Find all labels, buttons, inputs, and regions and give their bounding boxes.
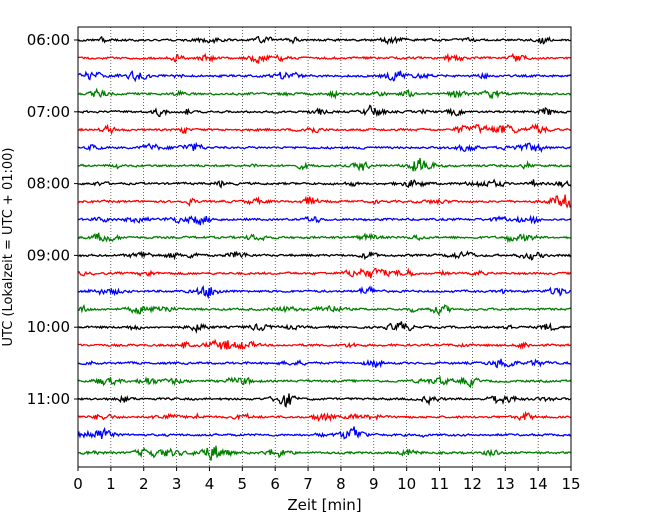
trace-0900 [78, 250, 572, 261]
trace-0915 [77, 267, 572, 279]
y-tick-label: 11:00 [27, 390, 70, 408]
x-tick-label: 13 [496, 475, 515, 493]
y-tick-label: 06:00 [27, 31, 70, 49]
trace-0930 [77, 285, 571, 300]
trace-1015 [77, 338, 572, 350]
trace-0630 [77, 70, 572, 83]
x-tick-label: 7 [303, 475, 313, 493]
trace-1145 [77, 445, 572, 461]
y-axis-ticks: 06:00 07:00 08:00 09:00 10:00 11:00 [27, 31, 78, 408]
trace-0800 [77, 178, 572, 189]
plot-frame [77, 26, 572, 468]
x-tick-label: 15 [561, 475, 580, 493]
trace-1100 [77, 393, 572, 408]
x-tick-label: 8 [336, 475, 346, 493]
y-tick-label: 08:00 [27, 175, 70, 193]
x-tick-label: 10 [397, 475, 416, 493]
trace-1045 [77, 375, 572, 389]
x-tick-label: 12 [463, 475, 482, 493]
plot-area [78, 27, 571, 467]
y-tick-label: 10:00 [27, 318, 70, 336]
x-tick-label: 0 [73, 475, 83, 493]
x-tick-label: 5 [238, 475, 248, 493]
trace-0645 [77, 87, 572, 100]
x-tick-label: 1 [106, 475, 116, 493]
x-axis-ticks: 0 1 2 3 4 5 6 7 8 9 10 11 12 13 14 15 [73, 467, 581, 493]
x-tick-label: 11 [430, 475, 449, 493]
trace-1030 [77, 358, 572, 369]
trace-1115 [77, 410, 572, 423]
trace-0600 [77, 35, 572, 46]
x-tick-label: 6 [270, 475, 280, 493]
x-axis-label: Zeit [min] [287, 496, 361, 514]
x-gridlines [110, 27, 539, 467]
x-tick-label: 3 [172, 475, 182, 493]
x-tick-label: 4 [205, 475, 215, 493]
trace-0845 [77, 232, 572, 244]
y-axis-label: UTC (Lokalzeit = UTC + 01:00) [1, 148, 16, 347]
trace-0815 [77, 194, 572, 209]
trace-1000 [78, 321, 572, 335]
trace-0945 [77, 303, 572, 316]
x-tick-label: 9 [369, 475, 379, 493]
trace-0700 [77, 104, 572, 118]
seismic-traces [77, 35, 572, 461]
trace-0830 [77, 214, 572, 226]
trace-0615 [77, 52, 572, 64]
trace-0715 [77, 123, 572, 136]
trace-1130 [77, 426, 572, 440]
trace-0745 [77, 157, 572, 173]
trace-0730 [77, 141, 571, 154]
x-tick-label: 2 [139, 475, 149, 493]
y-tick-label: 07:00 [27, 103, 70, 121]
y-tick-label: 09:00 [27, 246, 70, 264]
x-tick-label: 14 [529, 475, 548, 493]
